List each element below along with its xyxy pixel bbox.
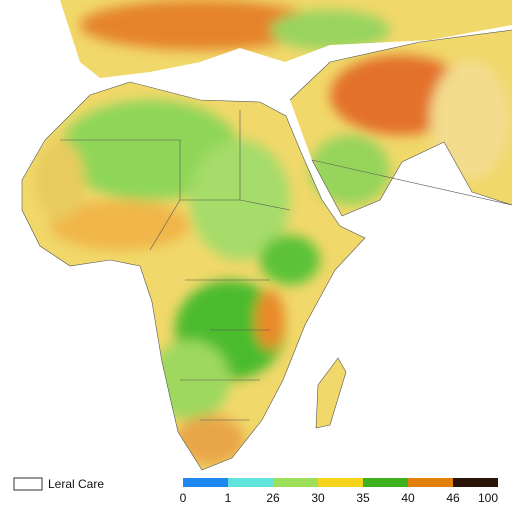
color-segment (228, 478, 273, 487)
colorbar-tick-label: 35 (356, 491, 370, 505)
colorbar-tick-label: 1 (225, 491, 232, 505)
legend-swatch (13, 477, 43, 491)
colorbar-tick-label: 26 (266, 491, 280, 505)
colorbar-tick-label: 40 (401, 491, 415, 505)
color-segment (273, 478, 318, 487)
colorbar: 0 1 26 30 35 40 46 100 (180, 478, 498, 505)
colorbar-tick-label: 0 (180, 491, 187, 505)
color-segment (453, 478, 498, 487)
color-segment (363, 478, 408, 487)
colorbar-tick-label: 46 (446, 491, 460, 505)
colorbar-tick-label: 30 (311, 491, 325, 505)
color-segment (183, 478, 228, 487)
borders (21, 29, 512, 471)
legend-label: Leral Care (48, 477, 104, 491)
color-segment (318, 478, 363, 487)
colorbar-tick-label: 100 (478, 491, 498, 505)
color-segment (408, 478, 453, 487)
